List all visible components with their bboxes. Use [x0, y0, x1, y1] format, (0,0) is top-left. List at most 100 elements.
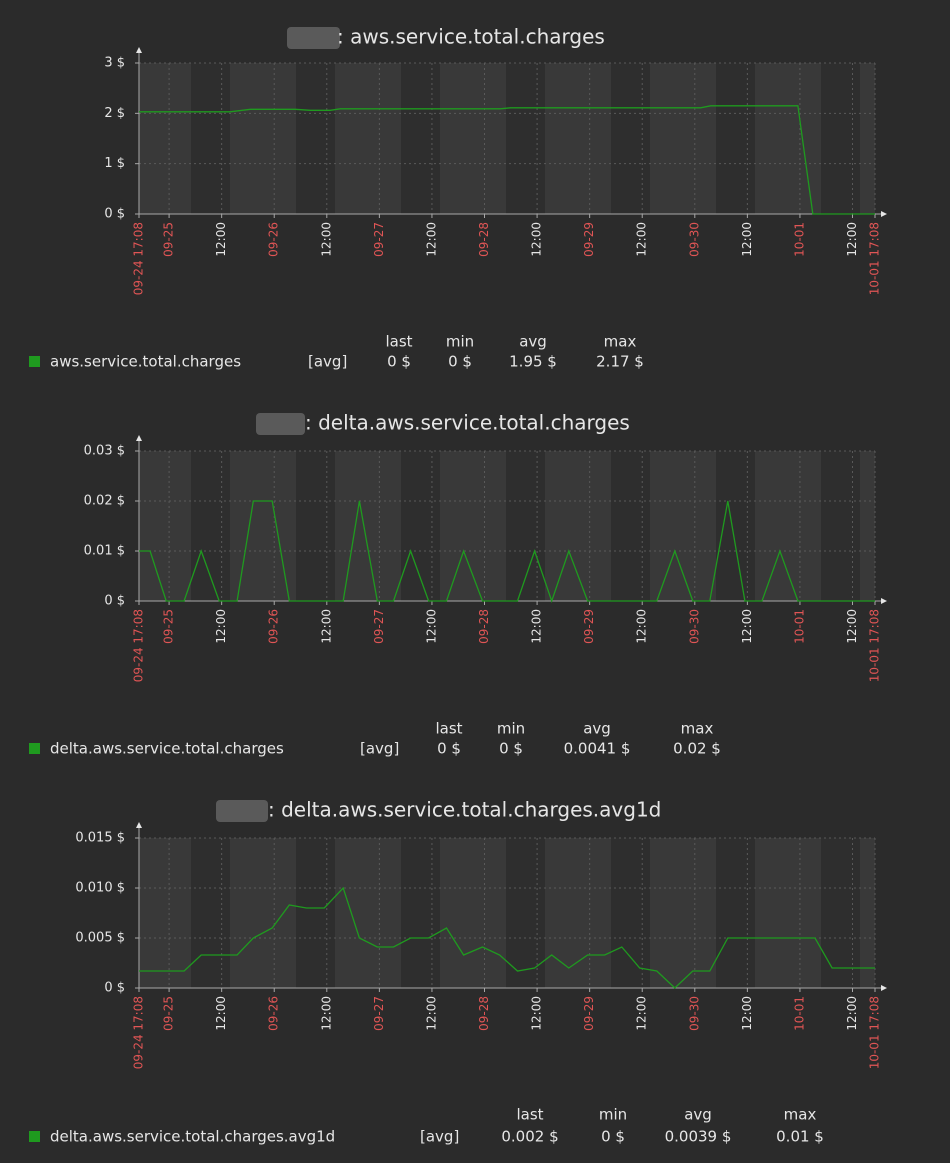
x-tick-label: 12:00 — [319, 996, 333, 1031]
x-tick-label: 09-26 — [267, 996, 281, 1031]
x-tick-label: 10-01 17:08 — [868, 609, 882, 682]
x-tick-label: 10-01 — [792, 996, 806, 1031]
x-tick-label: 09-26 — [267, 609, 281, 644]
legend-stat: 1.95 $ — [509, 353, 557, 371]
legend-swatch — [29, 1131, 40, 1142]
graph: : delta.aws.service.total.charges.avg1d 0… — [29, 798, 887, 1146]
work-period — [545, 63, 611, 214]
x-axis-arrow — [881, 985, 887, 991]
x-tick-label: 12:00 — [635, 996, 649, 1031]
x-tick-label: 09-29 — [582, 996, 596, 1031]
work-period — [755, 451, 821, 601]
x-tick-label: 09-28 — [477, 609, 491, 644]
work-period — [545, 838, 611, 988]
x-tick-label: 12:00 — [740, 222, 754, 257]
legend-stat: 2.17 $ — [596, 353, 644, 371]
x-tick-label: 09-27 — [372, 609, 386, 644]
x-tick-label: 09-28 — [477, 222, 491, 257]
work-period — [755, 63, 821, 214]
x-tick-label: 12:00 — [424, 996, 438, 1031]
chart-title: : aws.service.total.charges — [337, 25, 605, 49]
x-tick-label: 12:00 — [845, 222, 859, 257]
legend-stat: 0 $ — [387, 353, 411, 371]
legend-header: last — [435, 720, 462, 738]
x-tick-label: 09-24 17:08 — [132, 609, 146, 682]
work-period — [440, 838, 506, 988]
work-period — [335, 63, 401, 214]
x-tick-label: 09-26 — [267, 222, 281, 257]
legend-stat: 0 $ — [448, 353, 472, 371]
x-tick-label: 09-25 — [162, 609, 176, 644]
legend-header: min — [497, 720, 525, 738]
x-tick-label: 12:00 — [424, 222, 438, 257]
legend-stat: 0 $ — [437, 740, 461, 758]
work-period — [860, 838, 875, 988]
x-tick-label: 09-29 — [582, 222, 596, 257]
x-tick-label: 09-25 — [162, 996, 176, 1031]
legend-header: avg — [684, 1106, 712, 1124]
x-tick-label: 12:00 — [214, 222, 228, 257]
x-tick-label: 09-27 — [372, 222, 386, 257]
legend-header: max — [604, 333, 637, 351]
work-period — [139, 63, 191, 214]
x-tick-label: 12:00 — [845, 996, 859, 1031]
graph: : delta.aws.service.total.charges 0 $ 0.01… — [29, 411, 887, 758]
y-tick-label: 0.010 $ — [75, 881, 125, 896]
legend-stat: 0.0041 $ — [564, 740, 631, 758]
y-axis-arrow — [136, 435, 142, 441]
x-tick-label: 10-01 17:08 — [868, 222, 882, 295]
chart-title: : delta.aws.service.total.charges — [305, 411, 630, 435]
legend-name: delta.aws.service.total.charges.avg1d — [50, 1128, 335, 1146]
x-tick-label: 12:00 — [319, 609, 333, 644]
x-tick-label: 12:00 — [214, 609, 228, 644]
work-period — [440, 63, 506, 214]
legend-header: avg — [583, 720, 611, 738]
x-tick-label: 12:00 — [845, 609, 859, 644]
redacted-host — [287, 27, 340, 49]
x-tick-label: 09-24 17:08 — [132, 222, 146, 295]
y-tick-label: 0.01 $ — [84, 544, 125, 559]
legend-stat: 0.0039 $ — [665, 1128, 732, 1146]
x-tick-label: 10-01 — [792, 609, 806, 644]
x-tick-label: 09-29 — [582, 609, 596, 644]
x-tick-label: 09-27 — [372, 996, 386, 1031]
y-tick-label: 0.02 $ — [84, 494, 125, 509]
x-tick-label: 10-01 — [792, 222, 806, 257]
y-tick-label: 0 $ — [104, 981, 125, 996]
x-tick-label: 09-30 — [687, 222, 701, 257]
work-period — [545, 451, 611, 601]
x-tick-label: 12:00 — [740, 996, 754, 1031]
x-tick-label: 09-24 17:08 — [132, 996, 146, 1069]
x-tick-label: 09-25 — [162, 222, 176, 257]
legend-name: aws.service.total.charges — [50, 353, 241, 371]
y-tick-label: 0 $ — [104, 207, 125, 222]
work-period — [230, 838, 296, 988]
x-tick-label: 09-28 — [477, 996, 491, 1031]
work-period — [440, 451, 506, 601]
y-tick-label: 3 $ — [104, 56, 125, 71]
work-period — [139, 451, 191, 601]
legend-header: max — [681, 720, 714, 738]
x-tick-label: 12:00 — [214, 996, 228, 1031]
work-period — [650, 63, 716, 214]
legend-header: min — [599, 1106, 627, 1124]
y-tick-label: 0.03 $ — [84, 444, 125, 459]
series-line — [139, 886, 875, 989]
legend-stat: 0.01 $ — [776, 1128, 824, 1146]
x-tick-label: 12:00 — [530, 609, 544, 644]
legend-function: [avg] — [308, 353, 347, 371]
series-line — [139, 500, 875, 604]
legend-name: delta.aws.service.total.charges — [50, 740, 284, 758]
legend-stat: 0 $ — [601, 1128, 625, 1146]
x-tick-label: 12:00 — [740, 609, 754, 644]
legend-header: last — [385, 333, 412, 351]
x-tick-label: 10-01 17:08 — [868, 996, 882, 1069]
x-axis-arrow — [881, 211, 887, 217]
graph: : aws.service.total.charges 0 $ 1 $ 2 $ 3 $ 0… — [29, 25, 887, 371]
work-period — [335, 838, 401, 988]
x-tick-label: 12:00 — [530, 996, 544, 1031]
y-tick-label: 0 $ — [104, 594, 125, 609]
work-period — [650, 838, 716, 988]
